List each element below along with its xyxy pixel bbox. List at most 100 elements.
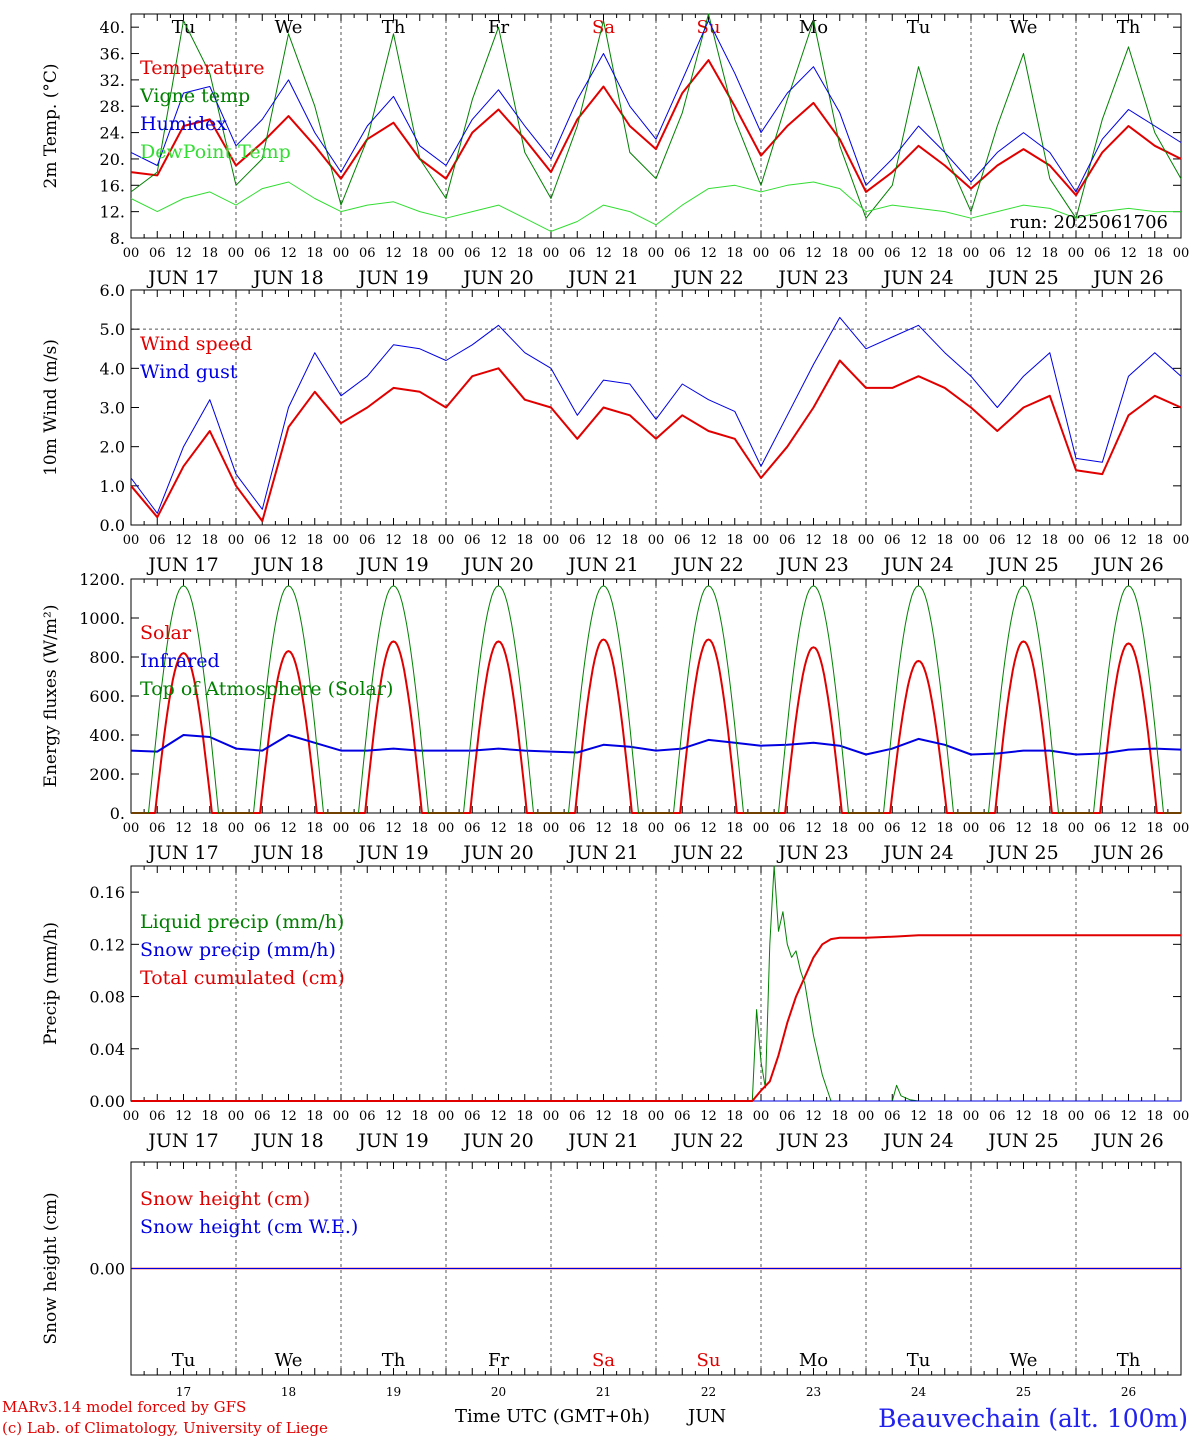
day-number-label: 18 [281,1385,296,1399]
precip-hour-label: 00 [1068,1109,1085,1124]
wind-y-tick-label: 5.0 [100,320,125,339]
precip-hour-label: 06 [464,1109,481,1124]
wind-date-label: JUN 17 [146,554,218,576]
wind-y-tick-label: 6.0 [100,281,125,300]
energy-date-label: JUN 18 [251,842,323,864]
energy-date-label: JUN 26 [1091,842,1163,864]
temp-y-tick-label: 12. [100,203,125,222]
energy-date-label: JUN 21 [566,842,638,864]
energy-hour-label: 00 [543,821,560,836]
energy-y-tick-label: 400. [89,726,125,745]
precip-hour-label: 12 [175,1109,192,1124]
snow-legend-entry: Snow height (cm W.E.) [140,1216,358,1238]
wind-y-tick-label: 0.0 [100,516,125,535]
precip-hour-label: 18 [831,1109,848,1124]
precip-hour-label: 06 [884,1109,901,1124]
energy-date-label: JUN 20 [461,842,533,864]
weekday-label-top: We [275,17,303,38]
temp-date-label: JUN 20 [461,267,533,289]
day-number-label: 25 [1016,1385,1031,1399]
temp-hour-label: 18 [831,246,848,261]
wind-hour-label: 06 [1094,533,1111,548]
weekday-label-bottom: Tu [172,1350,196,1371]
energy-hour-label: 00 [228,821,245,836]
temp-hour-label: 18 [936,246,953,261]
energy-legend-entry: Solar [140,622,192,644]
temp-series-temperature [130,59,1182,197]
precip-y-tick-label: 0.16 [89,883,125,902]
energy-date-label: JUN 24 [881,842,953,864]
temp-y-tick-label: 40. [100,18,125,37]
weekday-label-top: Mo [799,17,828,38]
snow-y-axis-label: Snow height (cm) [41,1192,61,1344]
weekday-label-bottom: We [275,1350,303,1371]
temp-plot-frame [130,13,1182,239]
energy-hour-label: 06 [674,821,691,836]
temp-hour-label: 12 [385,246,402,261]
precip-hour-label: 00 [333,1109,350,1124]
wind-hour-label: 12 [1120,533,1137,548]
energy-hour-label: 18 [201,821,218,836]
precip-hour-label: 00 [753,1109,770,1124]
energy-hour-label: 12 [595,821,612,836]
weekday-label-bottom: Th [1117,1350,1141,1371]
temp-hour-label: 18 [1146,246,1163,261]
weekday-label-bottom: Fr [488,1350,509,1371]
wind-hour-label: 18 [831,533,848,548]
precip-hour-label: 00 [1173,1109,1190,1124]
temp-series-dewpoint-temp [130,181,1181,232]
wind-hour-label: 12 [805,533,822,548]
temp-date-label: JUN 17 [146,267,218,289]
precip-hour-label: 00 [228,1109,245,1124]
energy-date-label: JUN 19 [356,842,428,864]
temp-hour-label: 18 [516,246,533,261]
energy-y-tick-label: 800. [89,648,125,667]
precip-date-label: JUN 20 [461,1130,533,1152]
precip-hour-label: 12 [385,1109,402,1124]
temp-series-humidex [130,20,1182,193]
temp-y-tick-label: 32. [100,71,125,90]
precip-date-label: JUN 25 [986,1130,1058,1152]
wind-date-label: JUN 21 [566,554,638,576]
temp-hour-label: 00 [963,246,980,261]
temp-legend-entry: DewPoint Temp [140,141,291,163]
wind-hour-label: 06 [674,533,691,548]
energy-hour-label: 06 [884,821,901,836]
temp-y-tick-label: 16. [100,176,125,195]
energy-hour-label: 00 [963,821,980,836]
precip-date-label: JUN 26 [1091,1130,1163,1152]
energy-y-axis-label: Energy fluxes (W/m²) [41,605,61,788]
precip-series-total-cumulated-cm [131,934,1181,1102]
precip-hour-label: 18 [1146,1109,1163,1124]
wind-hour-label: 12 [910,533,927,548]
wind-y-tick-label: 3.0 [100,399,125,418]
wind-legend-entry: Wind speed [140,333,252,355]
weekday-label-top: Tu [907,17,931,38]
temp-hour-label: 06 [989,246,1006,261]
temp-date-label: JUN 24 [881,267,953,289]
energy-hour-label: 06 [989,821,1006,836]
wind-date-label: JUN 26 [1091,554,1163,576]
precip-hour-label: 06 [674,1109,691,1124]
wind-date-label: JUN 22 [671,554,743,576]
precip-hour-label: 06 [569,1109,586,1124]
precip-hour-label: 12 [595,1109,612,1124]
precip-y-tick-label: 0.04 [89,1040,125,1059]
temp-hour-label: 06 [674,246,691,261]
wind-series-wind-gust [130,316,1182,514]
energy-date-label: JUN 17 [146,842,218,864]
wind-hour-label: 18 [306,533,323,548]
wind-hour-label: 12 [700,533,717,548]
precip-y-tick-label: 0.00 [89,1092,125,1111]
energy-hour-label: 18 [516,821,533,836]
wind-hour-label: 18 [201,533,218,548]
energy-hour-label: 12 [1015,821,1032,836]
energy-hour-label: 00 [333,821,350,836]
station-label: Beauvechain (alt. 100m) [878,1404,1188,1433]
energy-y-tick-label: 600. [89,687,125,706]
energy-hour-label: 18 [411,821,428,836]
wind-hour-label: 12 [490,533,507,548]
temp-hour-label: 00 [1068,246,1085,261]
wind-hour-label: 06 [464,533,481,548]
